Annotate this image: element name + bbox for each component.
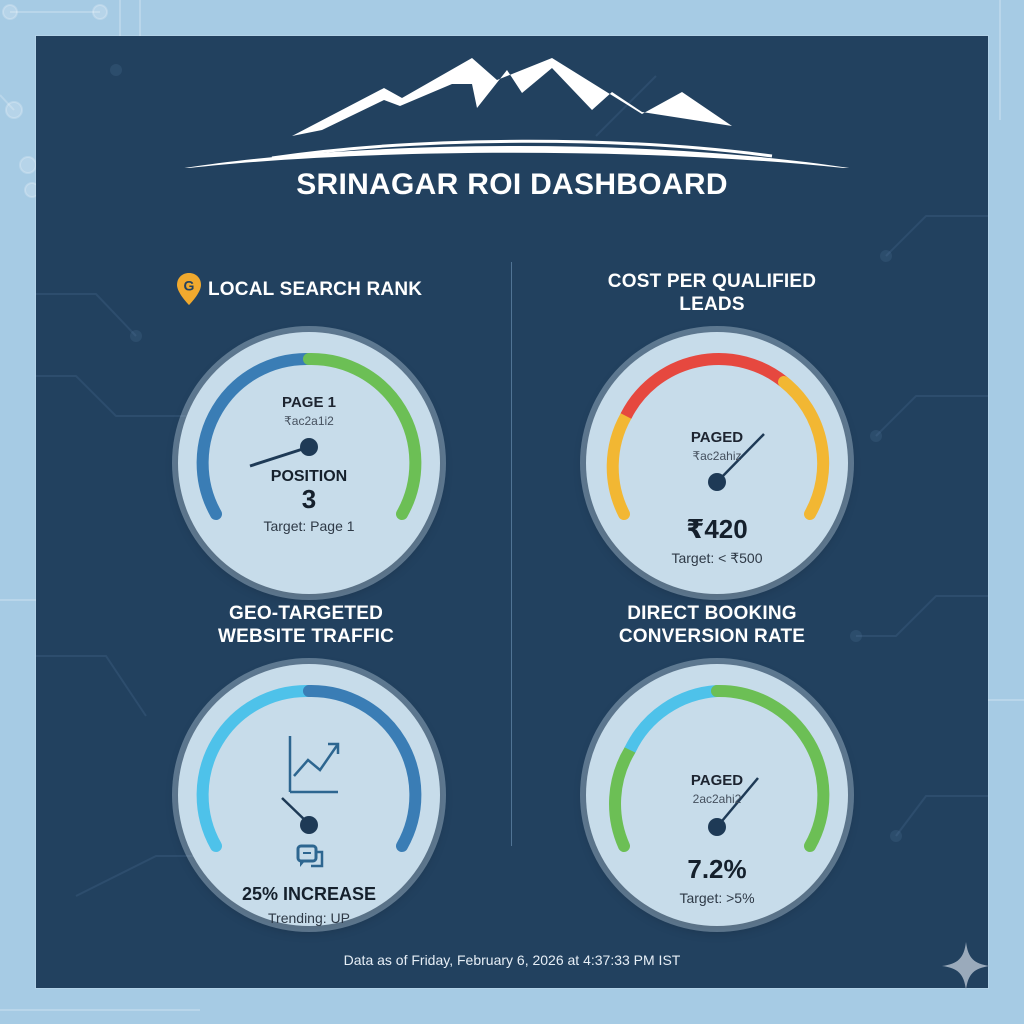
gauge-heading: PAGED — [690, 429, 744, 446]
gauge-position-label: POSITION — [270, 468, 348, 485]
google-map-pin-icon: G — [177, 273, 201, 305]
gauge-arc — [196, 684, 422, 868]
website-traffic-gauge: 25% INCREASE Trending: UP — [178, 664, 440, 926]
cost-per-lead-gauge: PAGED ₹ac2ahiz ₹420 Target: < ₹500 — [586, 332, 848, 594]
dashboard-title: SRINAGAR ROI DASHBOARD — [296, 168, 728, 201]
chat-bubbles-icon — [296, 844, 324, 868]
data-timestamp: Data as of Friday, February 6, 2026 at 4… — [343, 952, 681, 968]
gauge-subtext: 2ac2ahi2 — [692, 792, 742, 806]
gauge-arc — [606, 353, 830, 520]
gauge-hub — [300, 438, 318, 456]
local-search-rank-gauge: PAGE 1 ₹ac2a1i2 POSITION 3 Target: Page … — [178, 332, 440, 594]
gauge-needle — [716, 433, 765, 483]
gauge-target: Target: < ₹500 — [671, 550, 763, 566]
gauge-hub — [300, 816, 318, 834]
gauge-target: Target: >5% — [679, 890, 755, 906]
gauge-needle — [716, 777, 759, 828]
gauge-subtext: ₹ac2a1i2 — [284, 414, 334, 428]
conversion-rate-gauge: PAGED 2ac2ahi2 7.2% Target: >5% — [586, 664, 848, 926]
trend-up-chart-icon — [288, 736, 340, 794]
gauge-heading: PAGED — [690, 772, 744, 789]
svg-text:G: G — [183, 278, 194, 294]
cost-per-lead-title: COST PER QUALIFIED LEADS — [607, 271, 817, 315]
sparkle-icon — [942, 942, 990, 990]
gauge-trend: Trending: UP — [268, 910, 350, 926]
gauge-heading: PAGE 1 — [282, 394, 336, 411]
mountain-range-icon — [184, 58, 849, 168]
gauge-hub — [708, 818, 726, 836]
gauge-value: ₹420 — [686, 514, 748, 544]
gauge-arc — [196, 352, 422, 520]
conversion-rate-title: DIRECT BOOKING CONVERSION RATE — [618, 603, 806, 647]
website-traffic-title: GEO-TARGETED WEBSITE TRAFFIC — [217, 603, 395, 647]
gauge-target: Target: Page 1 — [263, 518, 355, 534]
dashboard-panel: SRINAGAR ROI DASHBOARD G LOCAL SEARCH RA… — [36, 36, 988, 988]
gauge-needle — [249, 445, 310, 468]
gauge-value: 7.2% — [687, 854, 747, 884]
gauge-arc — [609, 684, 830, 852]
gauge-value: 3 — [301, 484, 317, 514]
column-divider — [511, 262, 512, 846]
gauge-hub — [708, 473, 726, 491]
local-search-rank-title: G LOCAL SEARCH RANK — [176, 272, 436, 306]
gauge-value: 25% INCREASE — [241, 884, 377, 904]
gauge-subtext: ₹ac2ahiz — [692, 449, 742, 463]
